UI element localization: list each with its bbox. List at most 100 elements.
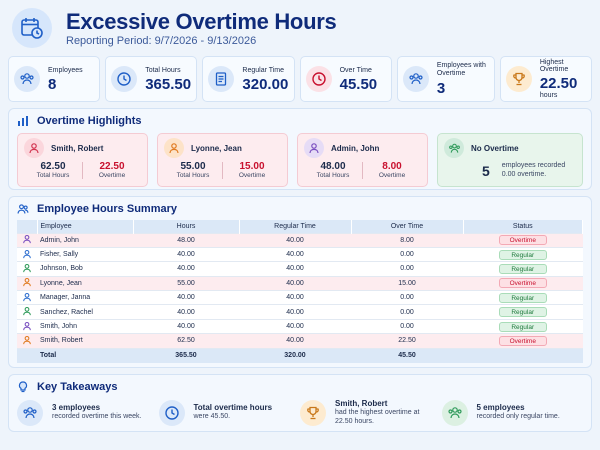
table-row: Sanchez, Rachel 40.00 40.00 0.00 Regular [17,304,583,320]
takeaway-text: recorded only regular time. [476,413,560,421]
alarm-icon [305,66,332,92]
table-row: Fisher, Sally 40.00 40.00 0.00 Regular [17,246,583,262]
kpi-label: Employees [48,66,83,74]
kpi-value: 320.00 [242,75,289,93]
overtime-cell: 0.00 [351,290,463,305]
user-icon [164,138,184,158]
highlight-overtime: 8.00 [382,161,402,172]
kpi-over-time: Over Time 45.50 [299,56,392,102]
page-title: Excessive Overtime Hours [66,8,337,34]
employee-cell: Smith, Robert [37,333,133,349]
kpi-value: 22.50 [539,75,578,92]
user-icon [17,333,37,349]
reporting-period: Reporting Period: 9/7/2026 - 9/13/2026 [66,34,257,47]
regular-cell: 40.00 [239,304,351,320]
kpi-total-hours: Total Hours 365.50 [105,56,198,102]
highlight-ot-label: Overtime [378,171,406,179]
overtime-cell: 0.00 [351,304,463,320]
status-cell: Regular [463,304,583,320]
status-badge: Regular [498,249,547,260]
clock-icon [111,66,138,92]
kpi-unit: hours [539,92,558,99]
kpi-regular-time: Regular Time 320.00 [202,56,295,102]
highlight-total-label: Total Hours [36,171,70,179]
employee-cell: Johnson, Bob [37,261,133,277]
users-icon [14,66,40,92]
kpi-label: Highest Overtime [539,59,569,73]
no-overtime-title: No Overtime [471,143,519,153]
table-header-row: Employee Hours Regular Time Over Time St… [17,220,583,233]
column-header: Over Time [351,220,464,233]
total-overtime: 45.50 [351,347,463,363]
regular-cell: 40.00 [239,275,351,291]
takeaway-bold: 5 employees [476,403,525,413]
hours-cell: 40.00 [133,318,239,334]
kpi-label: Over Time [339,66,372,74]
kpi-value: 3 [436,79,446,97]
user-icon [17,232,37,248]
highlights-title-text: Overtime Highlights [37,115,142,127]
column-header: Hours [133,220,240,233]
kpi-value: 8 [48,75,57,93]
employee-cell: Sanchez, Rachel [37,304,133,320]
status-cell: Regular [463,290,583,305]
status-cell: Overtime [463,333,583,349]
table-total-row: Total 365.50 320.00 45.50 [17,347,583,363]
kpi-value: 45.50 [339,75,378,93]
bar-chart-icon [18,116,28,126]
table-row: Johnson, Bob 40.00 40.00 0.00 Regular [17,261,583,277]
overtime-cell: 0.00 [351,246,463,262]
table-row: Lyonne, Jean 55.00 40.00 15.00 Overtime [17,275,583,291]
users-icon [17,204,29,214]
kpi-employees: Employees 8 [8,56,101,102]
total-regular: 320.00 [239,347,351,363]
hours-cell: 40.00 [133,261,239,277]
user-icon [17,275,37,291]
user-icon [17,304,37,320]
column-header: Regular Time [239,220,352,233]
overtime-cell: 22.50 [351,333,463,349]
trophy-icon [300,399,326,426]
column-header: Employee [37,220,134,233]
highlight-card-lyonne-jean: Lyonne, Jean 55.00 Total Hours 15.00 Overt… [157,133,288,187]
employee-cell: Manager, Janna [37,290,133,305]
highlight-ot-label: Overtime [98,171,126,179]
kpi-highest-overtime: Highest Overtime 22.50 hours [499,56,593,102]
takeaway-item: 3 employees recorded overtime this week. [17,399,159,427]
takeaway-bold: 3 employees [52,403,101,413]
takeaway-item: 5 employees recorded only regular time. [441,399,584,427]
overtime-cell: 15.00 [351,275,463,291]
highlight-total: 55.00 [180,161,206,172]
status-badge: Overtime [498,335,547,346]
table-row: Smith, John 40.00 40.00 0.00 Regular [17,318,583,334]
highlight-ot-label: Overtime [238,171,266,179]
overtime-cell: 8.00 [351,232,463,248]
hours-cell: 40.00 [133,290,239,305]
calendar-clock-icon [12,8,52,48]
employee-hours-summary-panel: Employee Hours Summary Employee Hours Re… [8,196,592,368]
summary-title: Employee Hours Summary [17,202,583,216]
employee-cell: Lyonne, Jean [37,275,133,291]
status-badge: Regular [498,307,547,318]
clock-icon [158,399,185,426]
takeaway-bold: Smith, Robert [335,399,388,408]
total-label: Total [37,347,133,363]
total-icon-cell [17,347,37,363]
hours-cell: 62.50 [133,333,239,349]
overtime-highlights-panel: Overtime Highlights Smith, Robert 62.50 T… [8,108,592,190]
regular-cell: 40.00 [239,290,351,305]
user-icon [17,290,37,305]
highlight-overtime: 22.50 [99,161,125,172]
kpi-label: Total Hours [145,66,181,74]
status-cell: Overtime [463,232,583,248]
document-icon [208,66,235,92]
kpi-employees-with-overtime: Employees with Overtime 3 [396,56,495,102]
employee-hours-table: Employee Hours Regular Time Over Time St… [17,220,583,363]
user-icon [24,138,44,158]
table-row: Smith, Robert 62.50 40.00 22.50 Overtime [17,333,583,349]
status-badge: Overtime [498,235,547,246]
status-cell: Regular [463,261,583,277]
status-cell: Regular [463,318,583,334]
hours-cell: 48.00 [133,232,239,248]
overtime-cell: 0.00 [351,318,463,334]
